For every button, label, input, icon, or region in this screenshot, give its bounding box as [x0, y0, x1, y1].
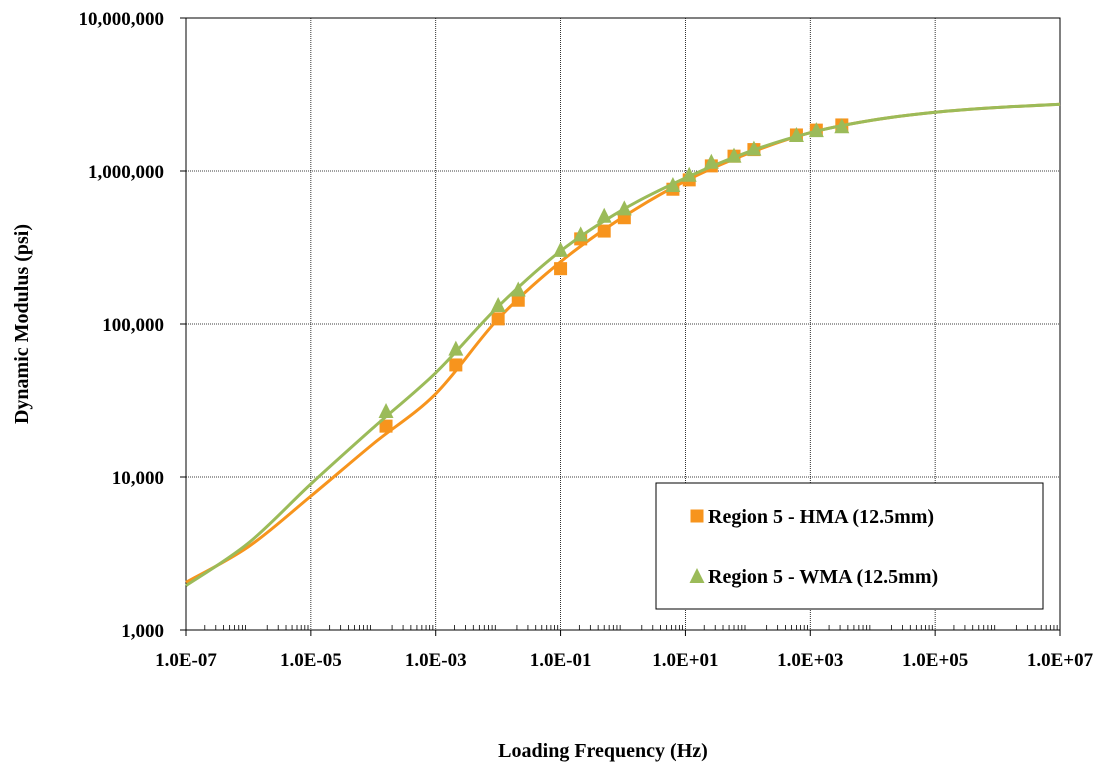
y-tick-label: 100,000 — [102, 315, 164, 336]
data-point — [665, 177, 681, 193]
data-point — [616, 200, 632, 216]
x-axis-title: Loading Frequency (Hz) — [498, 740, 708, 762]
data-point — [553, 241, 569, 257]
data-point — [448, 340, 464, 356]
legend: Region 5 - HMA (12.5mm) Region 5 - WMA (1… — [655, 482, 1044, 610]
data-point — [449, 358, 463, 372]
x-tick-label: 1.0E+05 — [902, 650, 968, 671]
x-tick-label: 1.0E-01 — [530, 650, 592, 671]
y-axis: 1,000 10,000 100,000 1,000,000 10,000,000 — [79, 9, 186, 642]
y-axis-title: Dynamic Modulus (psi) — [11, 224, 33, 424]
data-point — [703, 153, 719, 169]
series-layer — [185, 102, 1061, 587]
data-point — [681, 166, 697, 182]
x-tick-label: 1.0E+03 — [777, 650, 843, 671]
data-point — [808, 122, 824, 138]
legend-triangle-icon — [689, 568, 705, 583]
x-tick-label: 1.0E-03 — [405, 650, 467, 671]
legend-label: Region 5 - HMA (12.5mm) — [708, 506, 934, 528]
series-wma — [185, 102, 1061, 587]
data-point — [726, 147, 742, 163]
series-line — [185, 102, 1061, 587]
data-point — [511, 293, 525, 307]
legend-item: Region 5 - WMA (12.5mm) — [689, 566, 938, 588]
legend-box — [655, 482, 1044, 610]
data-point — [490, 297, 506, 313]
minor-ticks — [204, 625, 1058, 630]
data-point — [596, 207, 612, 223]
legend-square-icon — [690, 509, 704, 523]
data-point — [788, 126, 804, 142]
legend-label: Region 5 - WMA (12.5mm) — [708, 566, 938, 588]
x-tick-label: 1.0E-07 — [155, 650, 217, 671]
data-point — [510, 281, 526, 297]
x-tick-label: 1.0E+01 — [652, 650, 718, 671]
data-point — [597, 224, 611, 238]
x-axis: 1.0E-07 1.0E-05 1.0E-03 1.0E-01 1.0E+01 1.0E+… — [155, 630, 1094, 671]
data-point — [746, 140, 762, 156]
y-tick-label: 10,000 — [112, 468, 164, 489]
data-point — [573, 226, 589, 242]
data-point — [834, 118, 850, 134]
data-point — [554, 262, 568, 276]
data-point — [379, 419, 393, 433]
legend-item: Region 5 - HMA (12.5mm) — [690, 506, 934, 528]
y-tick-label: 1,000 — [121, 621, 164, 642]
data-point — [378, 403, 394, 419]
y-tick-label: 1,000,000 — [88, 162, 164, 183]
y-tick-label: 10,000,000 — [79, 9, 165, 30]
data-point — [491, 312, 505, 326]
x-tick-label: 1.0E-05 — [280, 650, 342, 671]
x-tick-label: 1.0E+07 — [1027, 650, 1094, 671]
